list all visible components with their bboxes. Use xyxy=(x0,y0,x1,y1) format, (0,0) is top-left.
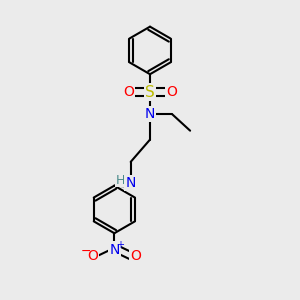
Text: S: S xyxy=(145,85,155,100)
Text: −: − xyxy=(81,245,92,258)
Text: H: H xyxy=(116,174,125,187)
Text: O: O xyxy=(166,85,177,99)
Text: N: N xyxy=(145,107,155,121)
Text: O: O xyxy=(130,249,141,263)
Text: +: + xyxy=(116,240,124,250)
Text: O: O xyxy=(88,249,98,263)
Text: O: O xyxy=(123,85,134,99)
Text: N: N xyxy=(109,243,119,256)
Text: N: N xyxy=(125,176,136,190)
